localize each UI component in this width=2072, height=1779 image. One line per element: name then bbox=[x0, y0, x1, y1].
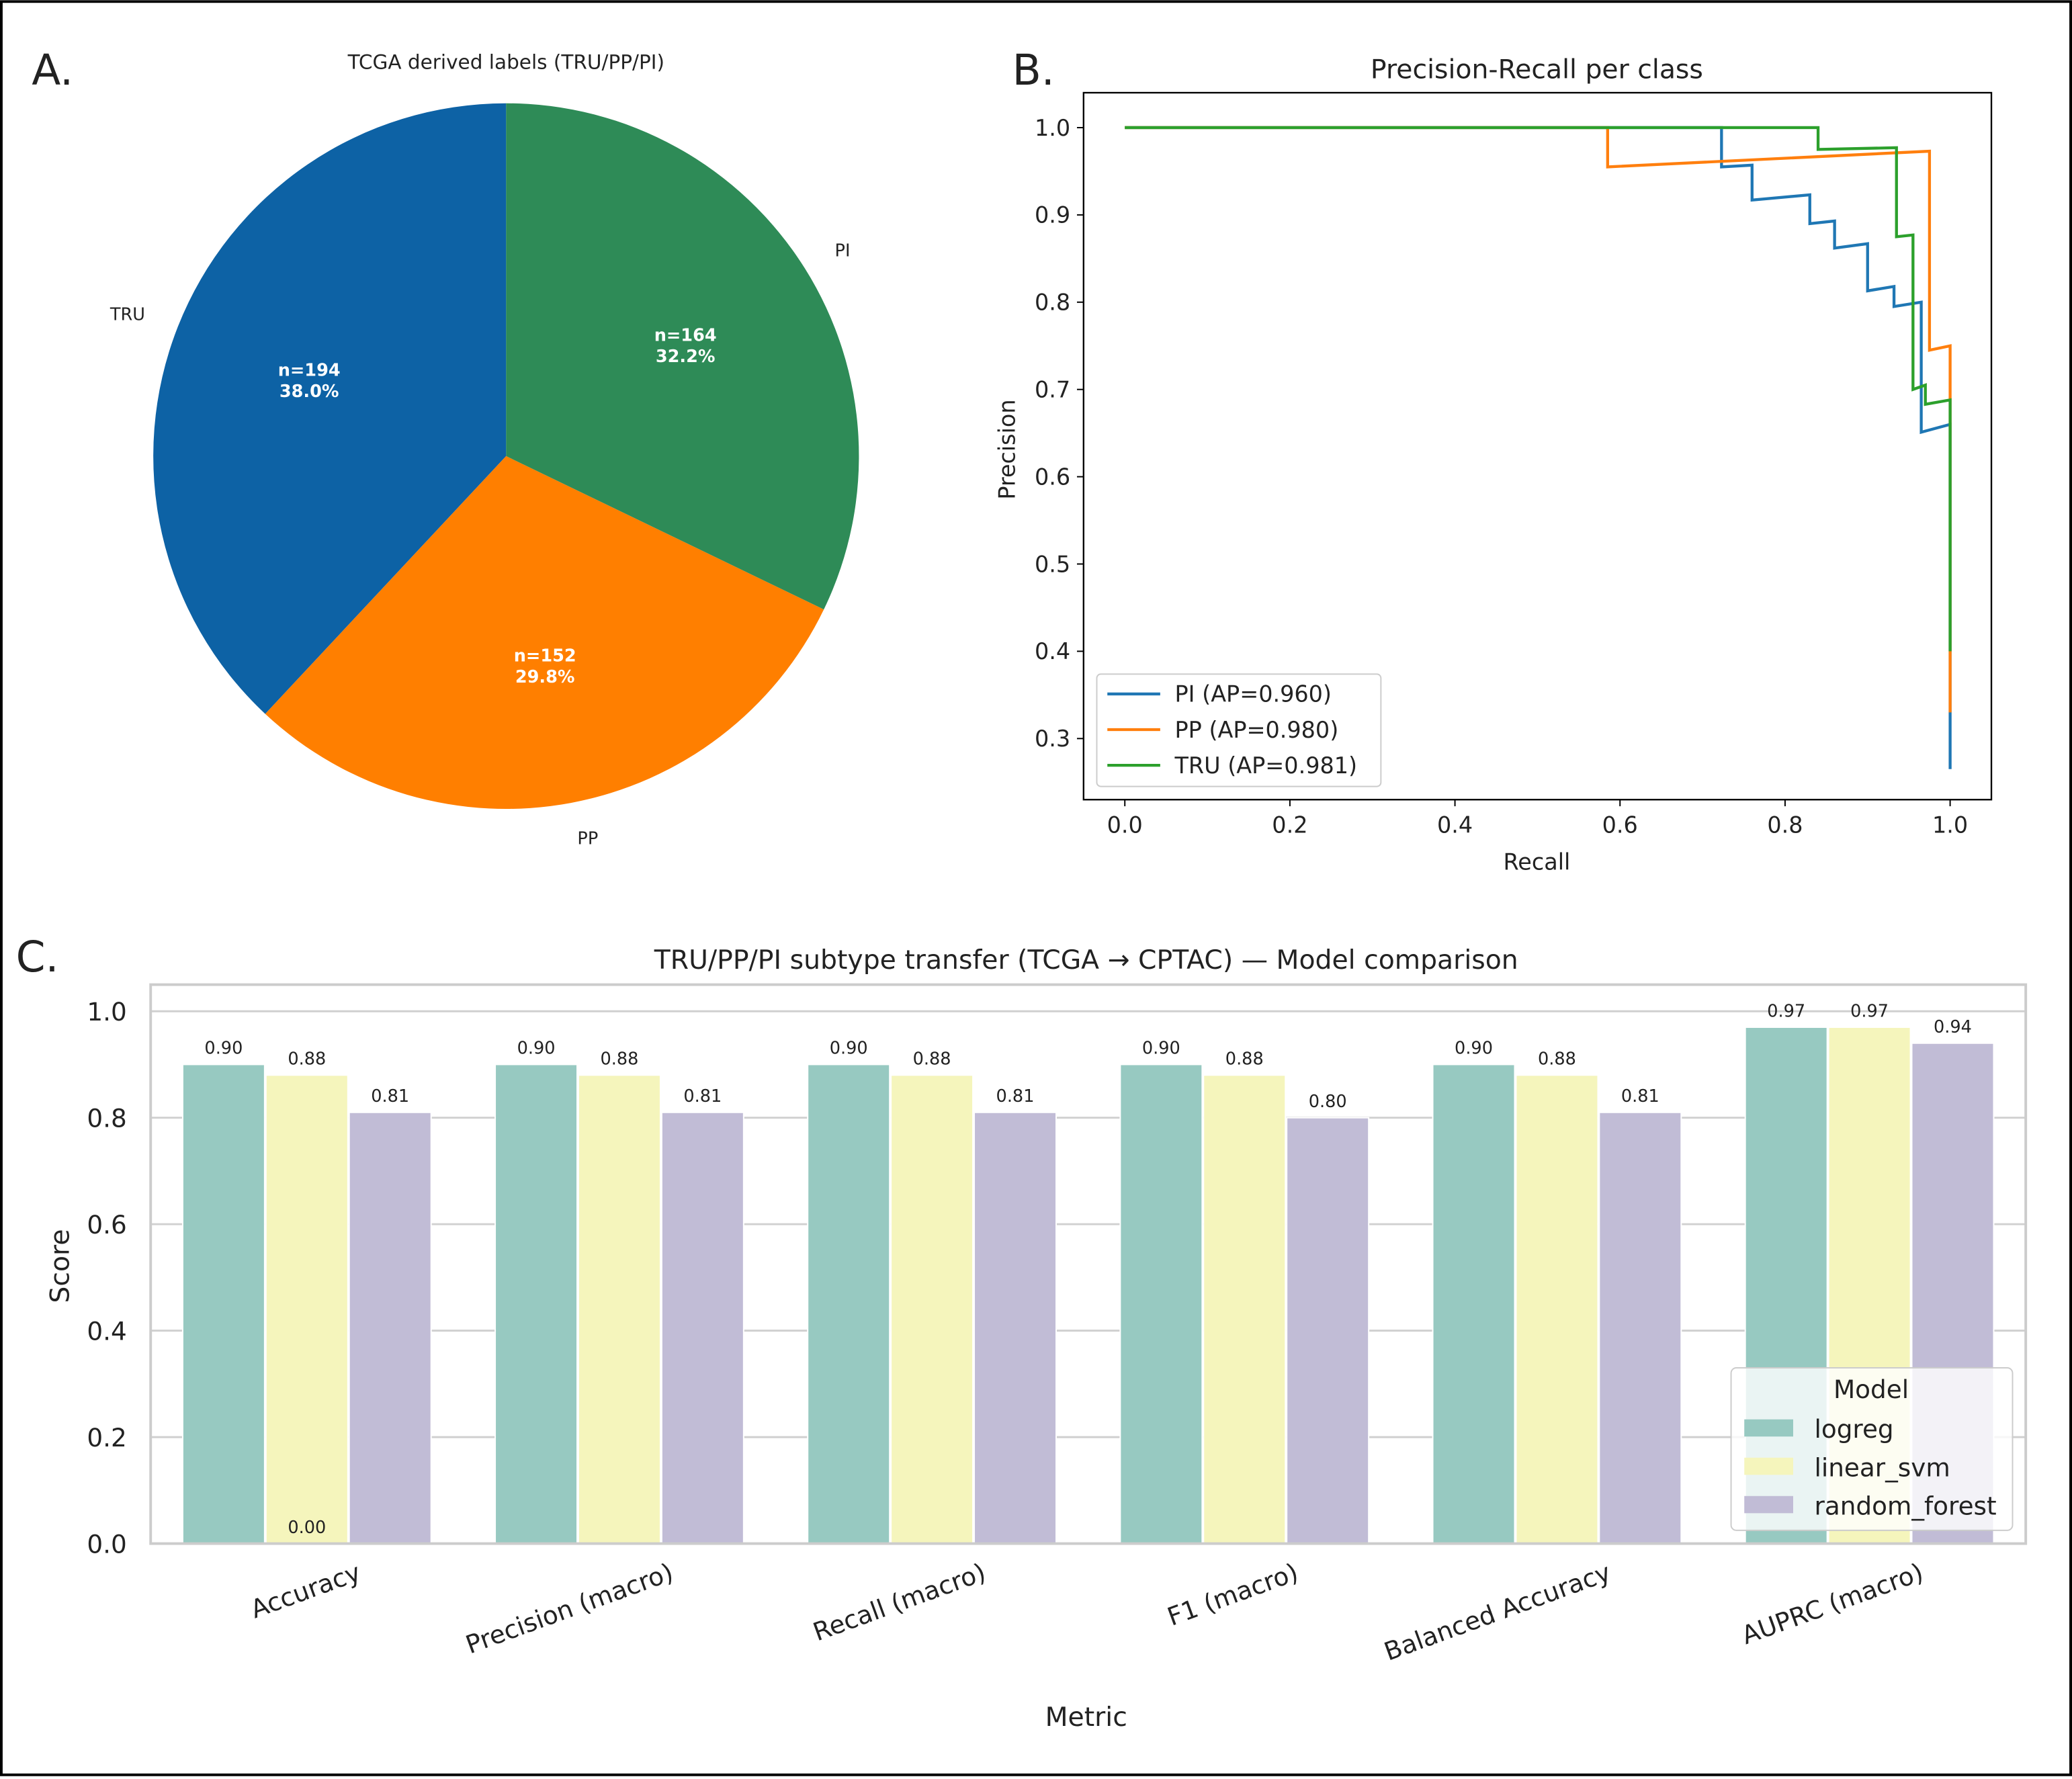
bar-value-label: 0.80 bbox=[1309, 1092, 1347, 1112]
pr-axes-frame bbox=[1082, 91, 1993, 801]
bar-value-label: 0.90 bbox=[204, 1039, 243, 1059]
bar-ytick-label: 0.8 bbox=[87, 1103, 126, 1133]
bar-logreg bbox=[1119, 1064, 1203, 1545]
pr-ytick-label: 0.3 bbox=[1035, 726, 1070, 752]
pr-xtick-label: 0.0 bbox=[1107, 812, 1143, 838]
bar-value-label: 0.88 bbox=[1538, 1049, 1576, 1070]
pr-title: Precision-Recall per class bbox=[1371, 54, 1703, 85]
bar-value-label: 0.81 bbox=[1621, 1086, 1659, 1107]
pr-line-0 bbox=[1125, 126, 1952, 769]
bar-value-label: 0.90 bbox=[517, 1039, 556, 1059]
pr-legend-label: PI (AP=0.960) bbox=[1175, 681, 1332, 707]
bar-ytick-label: 1.0 bbox=[87, 997, 126, 1027]
bar-value-label: 0.81 bbox=[371, 1086, 409, 1107]
bar-legend-swatch bbox=[1744, 1495, 1793, 1514]
bar-value-label: 0.88 bbox=[601, 1049, 639, 1070]
pr-line-2 bbox=[1125, 126, 1952, 652]
pie-label: PP bbox=[577, 829, 598, 849]
bar-random_forest bbox=[974, 1111, 1057, 1545]
bar-ylabel: Score bbox=[44, 1229, 75, 1303]
pie-slice-pp bbox=[265, 455, 824, 810]
bar-logreg bbox=[494, 1064, 578, 1545]
bar-value-label: 0.88 bbox=[288, 1049, 326, 1070]
bar-value-label: 0.97 bbox=[1767, 1001, 1805, 1021]
bar-random_forest bbox=[1286, 1117, 1370, 1545]
pr-legend-box bbox=[1096, 673, 1382, 787]
bar-legend-swatch bbox=[1744, 1419, 1793, 1437]
panel-letter-a: A. bbox=[32, 46, 73, 95]
pr-ytick-label: 0.8 bbox=[1035, 290, 1070, 316]
pie-label: TRU bbox=[110, 305, 145, 325]
pr-ytick-label: 1.0 bbox=[1035, 115, 1070, 141]
bar-value-label: 0.94 bbox=[1934, 1017, 1972, 1037]
bar-logreg bbox=[807, 1064, 891, 1545]
pr-xtick-label: 1.0 bbox=[1932, 812, 1968, 838]
pie-title: TCGA derived labels (TRU/PP/PI) bbox=[347, 51, 664, 74]
pr-legend-label: TRU (AP=0.981) bbox=[1174, 752, 1358, 779]
pr-ylabel: Precision bbox=[994, 399, 1021, 499]
pr-xlabel: Recall bbox=[1504, 849, 1571, 875]
bar-ytick-label: 0.4 bbox=[87, 1316, 126, 1346]
bar-xlabel: Metric bbox=[1045, 1702, 1127, 1733]
bar-value-label: 0.88 bbox=[1225, 1049, 1264, 1070]
pr-legend-label: PP (AP=0.980) bbox=[1175, 717, 1339, 743]
pr-xtick-label: 0.2 bbox=[1272, 812, 1307, 838]
bar-ytick-label: 0.2 bbox=[87, 1423, 126, 1452]
pr-xtick-label: 0.4 bbox=[1437, 812, 1473, 838]
bar-linear_svm bbox=[1203, 1074, 1287, 1545]
pr-ytick-label: 0.5 bbox=[1035, 551, 1070, 577]
bar-linear_svm bbox=[890, 1074, 974, 1545]
pie-label: PI bbox=[835, 241, 851, 261]
pr-xtick-label: 0.8 bbox=[1767, 812, 1803, 838]
pie-pct-label: 29.8% bbox=[515, 667, 575, 687]
bar-random_forest bbox=[348, 1111, 432, 1545]
pie-count-label: n=152 bbox=[514, 646, 576, 666]
pie-slice-pi bbox=[506, 103, 859, 610]
pr-legend: PI (AP=0.960) PP (AP=0.980) TRU (AP=0.981) bbox=[1096, 673, 1382, 787]
bar-value-label: 0.81 bbox=[683, 1086, 722, 1107]
bar-value-label: 0.90 bbox=[830, 1039, 868, 1059]
bar-legend: Model logreg linear_svm random_forest bbox=[1730, 1367, 2014, 1531]
bar-value-label: 0.90 bbox=[1455, 1039, 1493, 1059]
bar-value-label: 0.81 bbox=[996, 1086, 1035, 1107]
pie-count-label: n=164 bbox=[654, 325, 717, 345]
bar-legend-box bbox=[1730, 1367, 2014, 1531]
panel-letter-b: B. bbox=[1012, 46, 1055, 95]
pr-ytick-label: 0.7 bbox=[1035, 376, 1070, 402]
pr-chart: Precision-Recall per class Recall Precis… bbox=[994, 54, 1993, 875]
pie-count-label: n=194 bbox=[278, 360, 341, 380]
pie-slice-tru bbox=[153, 103, 507, 714]
bar-legend-label: random_forest bbox=[1814, 1491, 1996, 1520]
pie-pct-label: 32.2% bbox=[656, 347, 716, 367]
bar-title: TRU/PP/PI subtype transfer (TCGA → CPTAC… bbox=[654, 945, 1518, 975]
pr-ytick-label: 0.9 bbox=[1035, 202, 1070, 228]
bar-legend-swatch bbox=[1744, 1457, 1793, 1475]
bar-random_forest bbox=[1598, 1111, 1682, 1545]
bar-axes-frame bbox=[149, 983, 2028, 1545]
bar-value-label: 0.90 bbox=[1142, 1039, 1180, 1059]
pr-xtick-label: 0.6 bbox=[1602, 812, 1638, 838]
bar-extra-annotation: 0.00 bbox=[288, 1518, 326, 1538]
bar-legend-label: logreg bbox=[1814, 1414, 1893, 1444]
bar-logreg bbox=[1432, 1064, 1516, 1545]
bar-linear_svm bbox=[265, 1074, 349, 1545]
pie-pct-label: 38.0% bbox=[279, 382, 339, 402]
bar-linear_svm bbox=[577, 1074, 661, 1545]
bar-ytick-label: 0.0 bbox=[87, 1529, 126, 1559]
panel-letter-c: C. bbox=[16, 932, 59, 982]
bar-legend-label: linear_svm bbox=[1814, 1452, 1950, 1482]
pr-ytick-label: 0.6 bbox=[1035, 464, 1070, 490]
bar-ytick-label: 0.6 bbox=[87, 1210, 126, 1240]
bar-random_forest bbox=[660, 1111, 744, 1545]
pr-ytick-label: 0.4 bbox=[1035, 638, 1070, 664]
pie-chart: TCGA derived labels (TRU/PP/PI) TRU n=194… bbox=[110, 51, 859, 849]
bar-value-label: 0.88 bbox=[913, 1049, 951, 1070]
bar-legend-title: Model bbox=[1833, 1375, 1909, 1404]
bar-logreg bbox=[181, 1064, 265, 1545]
bar-linear_svm bbox=[1515, 1074, 1599, 1545]
bar-value-label: 0.97 bbox=[1850, 1001, 1889, 1021]
